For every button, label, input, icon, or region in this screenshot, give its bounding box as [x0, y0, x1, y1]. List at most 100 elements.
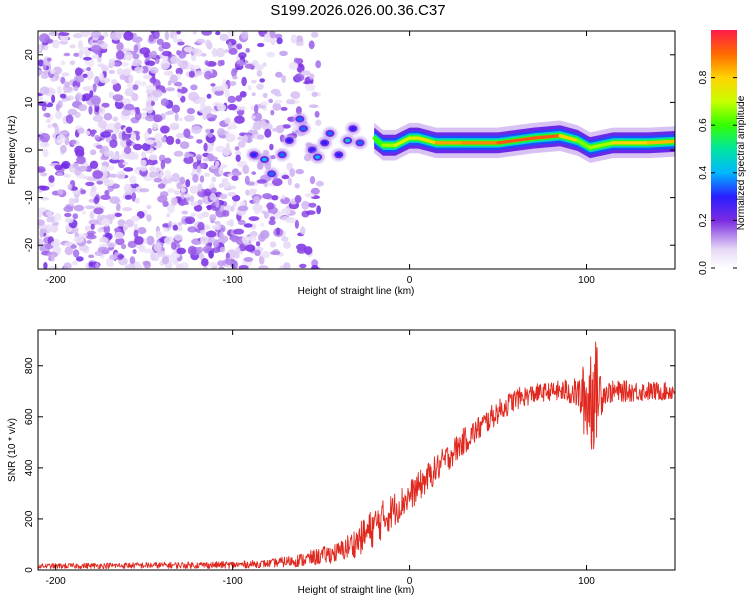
spectrogram-noise-speck — [48, 31, 59, 36]
spectrogram-noise-speck — [75, 75, 85, 83]
spectrogram-noise-speck — [178, 117, 183, 122]
spectrogram-noise-speck — [269, 216, 276, 221]
spectrogram-x-tick-label: -200 — [46, 275, 66, 286]
spectrogram-noise-speck — [92, 114, 104, 122]
spectrogram-noise-speck — [100, 155, 109, 161]
spectrogram-noise-speck — [315, 119, 322, 126]
spectrogram-noise-speck — [235, 154, 241, 162]
spectrogram-noise-speck — [133, 44, 139, 53]
spectrogram-noise-speck — [241, 235, 250, 244]
spectrogram-noise-speck — [199, 175, 205, 183]
spectrogram-noise-speck — [295, 168, 305, 175]
spectrogram-noise-speck — [295, 106, 302, 115]
spectrogram-noise-speck — [184, 114, 195, 122]
spectrogram-noise-speck — [141, 65, 149, 74]
spectrogram-noise-speck — [160, 125, 170, 134]
spectrogram-noise-speck — [223, 181, 231, 190]
spectrogram-noise-speck — [227, 103, 238, 111]
figure-title: S199.2026.026.00.36.C37 — [270, 2, 445, 19]
spectrogram-noise-speck — [86, 234, 97, 240]
spectrogram-noise-speck — [285, 216, 297, 224]
spectrogram-noise-speck — [152, 89, 163, 98]
spectrogram-noise-speck — [132, 249, 137, 255]
spectrogram-noise-speck — [70, 167, 76, 172]
spectrogram-noise-speck — [287, 177, 292, 186]
spectrogram-noise-speck — [170, 122, 180, 128]
spectrogram-noise-speck — [178, 85, 183, 90]
spectrogram-noise-speck — [52, 122, 58, 128]
snr-plot-area — [38, 330, 675, 570]
spectrogram-noise-speck — [82, 93, 91, 101]
spectrogram-noise-speck — [117, 100, 122, 109]
spectrogram-noise-speck — [274, 33, 283, 39]
spectrogram-noise-speck — [170, 55, 180, 65]
spectrogram-noise-speck — [90, 223, 95, 230]
spectrogram-noise-speck — [96, 39, 105, 45]
spectrogram-noise-speck — [308, 40, 315, 50]
spectrogram-noise-speck — [211, 176, 217, 183]
spectrogram-noise-speck — [112, 116, 119, 122]
spectrogram-noise-speck — [192, 173, 199, 183]
spectrogram-noise-speck — [262, 62, 267, 67]
spectrogram-blob — [353, 136, 368, 149]
snr-x-tick-label: -100 — [223, 576, 243, 587]
spectrogram-noise-speck — [272, 178, 283, 187]
spectrogram-noise-speck — [222, 210, 230, 217]
spectrogram-noise-speck — [50, 223, 59, 233]
spectrogram-noise-speck — [204, 224, 211, 230]
spectrogram-noise-speck — [42, 148, 49, 158]
spectrogram-noise-speck — [311, 91, 318, 98]
spectrogram-noise-speck — [52, 39, 60, 49]
spectrogram-noise-speck — [50, 254, 55, 262]
spectrogram-noise-speck — [121, 243, 127, 250]
spectrogram-noise-speck — [109, 139, 118, 148]
spectrogram-noise-speck — [224, 49, 229, 53]
spectrogram-noise-speck — [300, 70, 311, 76]
spectrogram-noise-speck — [86, 240, 92, 244]
spectrogram-noise-speck — [123, 146, 132, 155]
spectrogram-noise-speck — [111, 79, 118, 85]
spectrogram-noise-speck — [280, 106, 288, 111]
spectrogram-noise-speck — [124, 103, 135, 111]
spectrogram-noise-speck — [218, 167, 224, 176]
spectrogram-noise-speck — [116, 203, 121, 212]
spectrogram-noise-speck — [163, 157, 172, 164]
spectrogram-noise-speck — [88, 105, 93, 115]
spectrogram-noise-speck — [145, 60, 156, 67]
spectrogram-noise-speck — [250, 115, 256, 120]
spectrogram-noise-speck — [206, 262, 218, 268]
spectrogram-noise-speck — [45, 210, 53, 216]
spectrogram-noise-speck — [269, 241, 277, 248]
spectrogram-noise-speck — [148, 166, 156, 172]
colorbar: 0.0 0.2 0.4 0.6 0.8 Normalized spectral ampl… — [698, 30, 747, 275]
spectrogram-blob — [310, 151, 325, 164]
spectrogram-noise-speck — [185, 179, 191, 188]
spectrogram-noise-speck — [121, 69, 131, 77]
spectrogram-noise-speck — [174, 190, 180, 196]
spectrogram-noise-speck — [123, 167, 134, 172]
spectrogram-noise-speck — [94, 76, 100, 85]
spectrogram-noise-speck — [108, 91, 114, 99]
spectrogram-noise-speck — [46, 57, 52, 62]
spectrogram-noise-speck — [91, 44, 102, 54]
spectrogram-noise-speck — [69, 60, 76, 66]
spectrogram-noise-speck — [101, 65, 109, 72]
spectrogram-noise-speck — [227, 125, 238, 130]
spectrogram-noise-speck — [66, 87, 72, 94]
spectrogram-noise-speck — [145, 84, 156, 91]
spectrogram-noise-speck — [254, 104, 259, 114]
spectrogram-noise-speck — [82, 86, 94, 91]
spectrogram-noise-speck — [38, 238, 43, 248]
spectrogram-ridge-layer — [372, 120, 675, 163]
spectrogram-noise-speck — [146, 204, 152, 210]
spectrogram-noise-speck — [183, 46, 193, 53]
spectrogram-noise-speck — [183, 128, 191, 138]
spectrogram-noise-speck — [218, 183, 225, 188]
spectrogram-noise-speck — [288, 62, 299, 70]
colorbar-ticks: 0.0 0.2 0.4 0.6 0.8 — [698, 70, 737, 275]
spectrogram-noise-speck — [101, 102, 110, 108]
spectrogram-noise-speck — [60, 98, 68, 103]
spectrogram-y-tick-label: 20 — [24, 49, 35, 61]
spectrogram-noise-speck — [251, 171, 257, 175]
spectrogram-noise-speck — [77, 40, 83, 50]
